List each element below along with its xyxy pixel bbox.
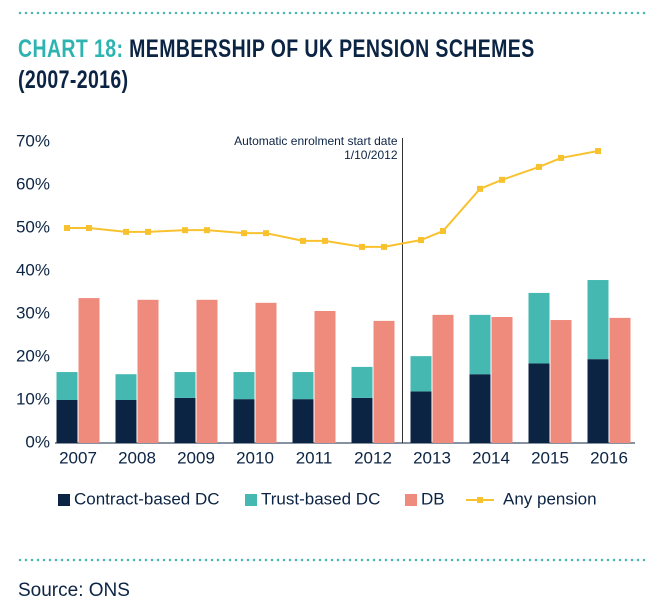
line-marker [182, 227, 188, 234]
line-marker [440, 228, 446, 235]
x-tick-label: 2012 [354, 448, 392, 467]
line-marker [263, 230, 269, 237]
x-tick-label: 2015 [531, 448, 569, 467]
line-marker [381, 243, 387, 250]
chart-title-label: CHART 18: [18, 35, 124, 63]
y-tick-label: 20% [16, 346, 50, 365]
line-marker [499, 176, 505, 183]
source: Source: ONS [18, 580, 130, 601]
y-tick-label: 0% [25, 432, 50, 451]
line-marker [536, 163, 542, 170]
x-tick-label: 2010 [236, 448, 274, 467]
legend-label: Trust-based DC [261, 489, 380, 508]
bar [528, 292, 550, 364]
annotation-text: 1/10/2012 [344, 148, 398, 162]
bar [314, 310, 336, 443]
x-tick-label: 2011 [296, 448, 333, 467]
bar [292, 399, 314, 443]
line-marker [64, 225, 70, 231]
annotation-text: Automatic enrolment start date [234, 134, 398, 148]
line-marker [86, 225, 92, 231]
legend-swatch [58, 494, 70, 506]
y-tick-label: 30% [16, 303, 50, 322]
line-marker [359, 243, 365, 250]
bar [174, 372, 196, 398]
legend-label: Any pension [503, 489, 597, 508]
line-marker [322, 237, 328, 244]
bar [174, 397, 196, 443]
y-tick-label: 50% [16, 217, 50, 236]
line-marker [418, 237, 424, 244]
y-tick-label: 40% [16, 260, 50, 279]
bar [528, 363, 550, 443]
bar [56, 372, 78, 400]
chart-title-block: CHART 18: MEMBERSHIP OF UK PENSION SCHEM… [18, 34, 580, 96]
x-tick-label: 2008 [118, 448, 156, 467]
bar [115, 400, 137, 443]
bar [373, 320, 395, 443]
x-tick-label: 2009 [177, 448, 215, 467]
line-marker [477, 185, 483, 192]
bar [469, 314, 491, 375]
line-marker [300, 237, 306, 244]
bar [56, 400, 78, 443]
bar [491, 317, 513, 443]
bar [587, 359, 609, 443]
bar [255, 302, 277, 443]
line-marker [595, 148, 601, 155]
bar [233, 372, 255, 400]
legend-label: Contract-based DC [74, 489, 220, 508]
bar [292, 372, 314, 400]
bar [609, 317, 631, 443]
bar [351, 397, 373, 443]
legend-swatch [405, 494, 417, 506]
line-marker [145, 228, 151, 235]
bar [137, 299, 159, 443]
x-tick-label: 2007 [59, 448, 97, 467]
line-marker [123, 228, 129, 235]
bar [550, 320, 572, 443]
bar [432, 314, 454, 443]
line-marker [204, 227, 210, 234]
x-tick-label: 2014 [472, 448, 510, 467]
bar [196, 299, 218, 443]
y-tick-label: 70% [16, 131, 50, 150]
legend-swatch [477, 497, 483, 503]
x-tick-label: 2013 [413, 448, 451, 467]
bar [410, 391, 432, 443]
bar [233, 399, 255, 443]
bar [587, 280, 609, 360]
chart-title: MEMBERSHIP OF UK PENSION SCHEMES (2007-2… [18, 35, 535, 94]
y-tick-label: 60% [16, 174, 50, 193]
bar [78, 298, 100, 443]
line-marker [241, 230, 247, 237]
bar [469, 374, 491, 443]
line-marker [558, 154, 564, 161]
legend-label: DB [421, 489, 445, 508]
bar [410, 356, 432, 392]
y-tick-label: 10% [16, 389, 50, 408]
legend-swatch [245, 494, 257, 506]
bar [351, 366, 373, 398]
bar [115, 374, 137, 400]
x-tick-label: 2016 [590, 448, 628, 467]
